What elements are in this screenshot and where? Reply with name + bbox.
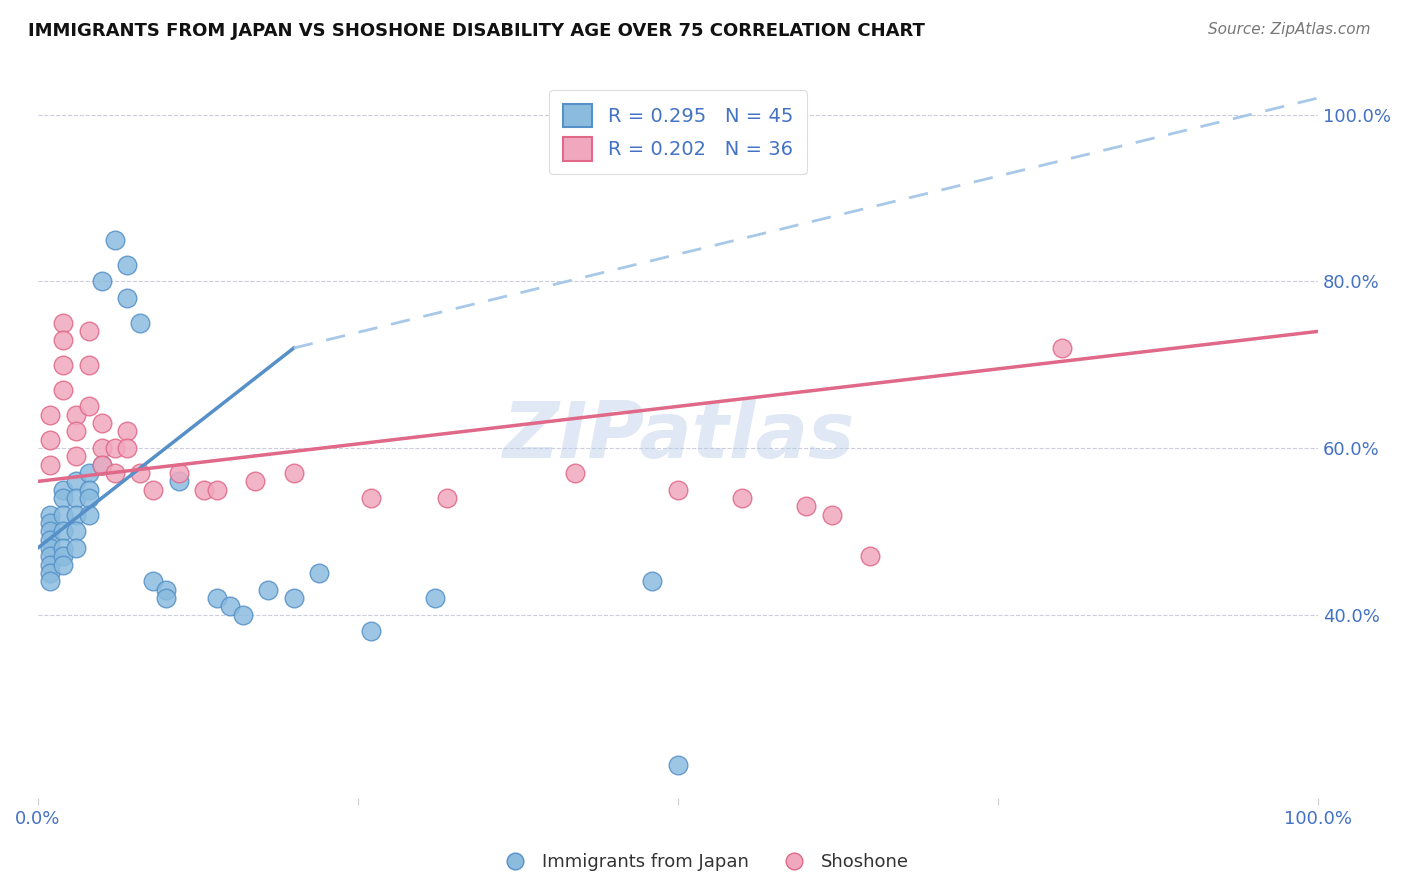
Point	[39, 524, 62, 539]
Point	[90, 416, 112, 430]
Point	[77, 491, 100, 505]
Point	[283, 591, 305, 606]
Legend: R = 0.295   N = 45, R = 0.202   N = 36: R = 0.295 N = 45, R = 0.202 N = 36	[550, 90, 807, 174]
Point	[423, 591, 446, 606]
Point	[77, 508, 100, 522]
Point	[90, 441, 112, 455]
Point	[39, 574, 62, 589]
Point	[117, 258, 139, 272]
Point	[90, 458, 112, 472]
Point	[39, 508, 62, 522]
Point	[205, 483, 228, 497]
Legend: Immigrants from Japan, Shoshone: Immigrants from Japan, Shoshone	[489, 847, 917, 879]
Point	[65, 425, 87, 439]
Point	[65, 450, 87, 464]
Point	[39, 433, 62, 447]
Point	[167, 466, 190, 480]
Point	[77, 324, 100, 338]
Point	[794, 500, 817, 514]
Point	[167, 475, 190, 489]
Text: IMMIGRANTS FROM JAPAN VS SHOSHONE DISABILITY AGE OVER 75 CORRELATION CHART: IMMIGRANTS FROM JAPAN VS SHOSHONE DISABI…	[28, 22, 925, 40]
Point	[52, 558, 75, 572]
Point	[117, 291, 139, 305]
Point	[142, 483, 165, 497]
Text: Source: ZipAtlas.com: Source: ZipAtlas.com	[1208, 22, 1371, 37]
Point	[117, 425, 139, 439]
Point	[39, 408, 62, 422]
Point	[90, 274, 112, 288]
Point	[77, 400, 100, 414]
Point	[65, 408, 87, 422]
Point	[39, 533, 62, 547]
Point	[666, 757, 689, 772]
Point	[360, 624, 382, 639]
Point	[65, 541, 87, 555]
Point	[142, 574, 165, 589]
Point	[52, 358, 75, 372]
Point	[39, 558, 62, 572]
Point	[205, 591, 228, 606]
Point	[859, 549, 882, 564]
Point	[65, 524, 87, 539]
Point	[52, 541, 75, 555]
Point	[232, 607, 254, 622]
Point	[666, 483, 689, 497]
Point	[52, 549, 75, 564]
Point	[731, 491, 754, 505]
Point	[90, 458, 112, 472]
Point	[77, 483, 100, 497]
Point	[641, 574, 664, 589]
Point	[39, 458, 62, 472]
Point	[52, 524, 75, 539]
Point	[245, 475, 267, 489]
Point	[52, 383, 75, 397]
Point	[52, 316, 75, 330]
Point	[193, 483, 215, 497]
Point	[308, 566, 330, 580]
Point	[52, 483, 75, 497]
Point	[65, 475, 87, 489]
Point	[564, 466, 586, 480]
Text: ZIPatlas: ZIPatlas	[502, 398, 853, 474]
Point	[155, 591, 177, 606]
Point	[436, 491, 458, 505]
Point	[52, 508, 75, 522]
Point	[129, 316, 152, 330]
Point	[218, 599, 240, 614]
Point	[77, 358, 100, 372]
Point	[65, 508, 87, 522]
Point	[52, 491, 75, 505]
Point	[39, 516, 62, 530]
Point	[257, 582, 280, 597]
Point	[820, 508, 842, 522]
Point	[1050, 341, 1073, 355]
Point	[65, 491, 87, 505]
Point	[155, 582, 177, 597]
Point	[39, 541, 62, 555]
Point	[103, 441, 125, 455]
Point	[39, 549, 62, 564]
Point	[117, 441, 139, 455]
Point	[283, 466, 305, 480]
Point	[39, 566, 62, 580]
Point	[103, 466, 125, 480]
Point	[103, 233, 125, 247]
Point	[129, 466, 152, 480]
Point	[52, 333, 75, 347]
Point	[77, 466, 100, 480]
Point	[360, 491, 382, 505]
